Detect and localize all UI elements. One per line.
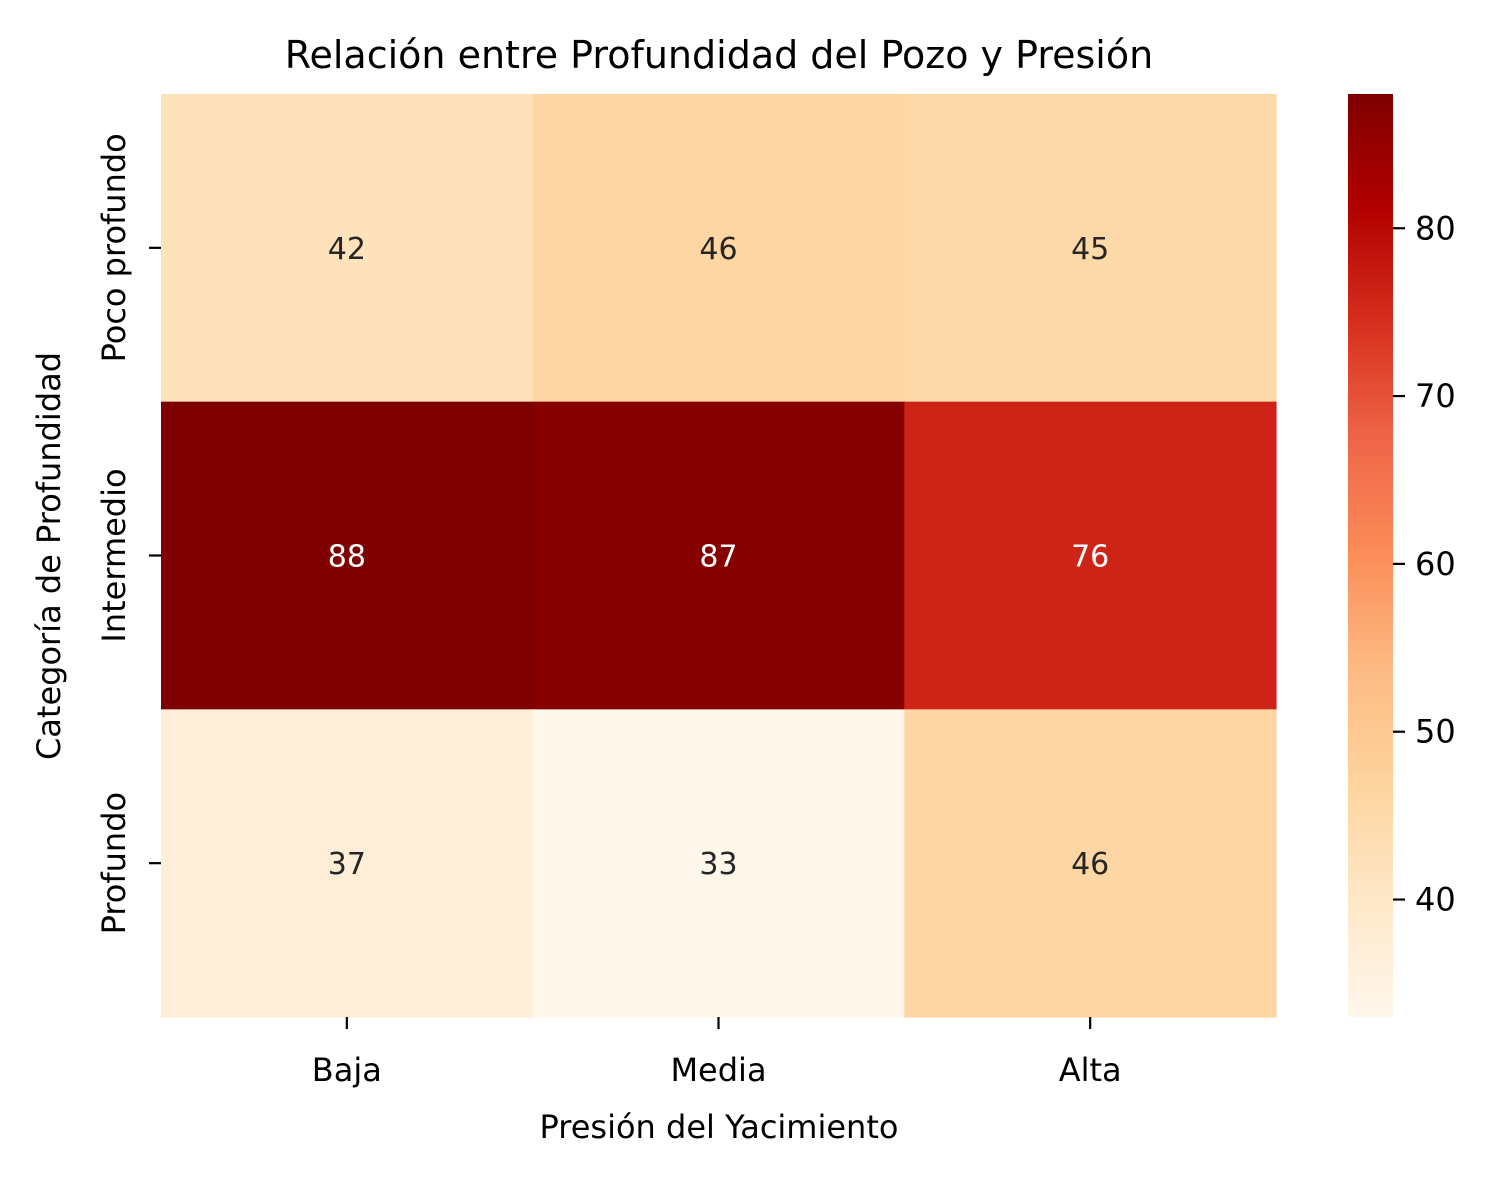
colorbar-tick-label: 70 <box>1415 377 1456 415</box>
heatmap-cell <box>532 709 905 1018</box>
cell-value-label: 42 <box>328 232 366 267</box>
heatmap-cell <box>532 94 905 403</box>
colorbar <box>1348 94 1393 1017</box>
heatmap-cell <box>904 94 1277 403</box>
heatmap-cell <box>532 401 905 710</box>
x-axis-label: Presión del Yacimiento <box>540 1108 899 1146</box>
heatmap-cell <box>161 401 534 710</box>
colorbar-tick-label: 80 <box>1415 209 1456 247</box>
chart-title: Relación entre Profundidad del Pozo y Pr… <box>285 33 1153 77</box>
cell-value-label: 46 <box>1071 847 1109 882</box>
x-tick-label: Alta <box>1059 1051 1122 1089</box>
x-tick-label: Baja <box>312 1051 382 1089</box>
cell-value-label: 87 <box>699 540 737 575</box>
y-tick-label: Intermedio <box>95 468 133 642</box>
cell-value-label: 33 <box>699 847 737 882</box>
colorbar-tick-label: 40 <box>1415 881 1456 919</box>
colorbar-tick-label: 50 <box>1415 713 1456 751</box>
heatmap-cell <box>161 94 534 403</box>
cell-value-label: 76 <box>1071 540 1109 575</box>
colorbar-ticks: 40 50 60 70 80 <box>1393 209 1456 919</box>
heatmap-cell-labels: 42 46 45 88 87 76 37 33 46 <box>328 232 1110 882</box>
heatmap-cells <box>161 94 1277 1018</box>
y-axis-label: Categoría de Profundidad <box>30 352 68 760</box>
x-axis: Baja Media Alta <box>312 1017 1122 1089</box>
heatmap-cell <box>161 709 534 1018</box>
y-tick-label: Profundo <box>95 792 133 934</box>
colorbar-tick-label: 60 <box>1415 545 1456 583</box>
y-tick-label: Poco profundo <box>95 133 133 362</box>
heatmap-cell <box>904 401 1277 710</box>
y-axis: Poco profundo Intermedio Profundo <box>95 133 161 934</box>
cell-value-label: 46 <box>699 232 737 267</box>
heatmap-cell <box>904 709 1277 1018</box>
x-tick-label: Media <box>670 1051 766 1089</box>
cell-value-label: 88 <box>328 540 366 575</box>
cell-value-label: 45 <box>1071 232 1109 267</box>
colorbar-gradient <box>1348 94 1393 1017</box>
cell-value-label: 37 <box>328 847 366 882</box>
